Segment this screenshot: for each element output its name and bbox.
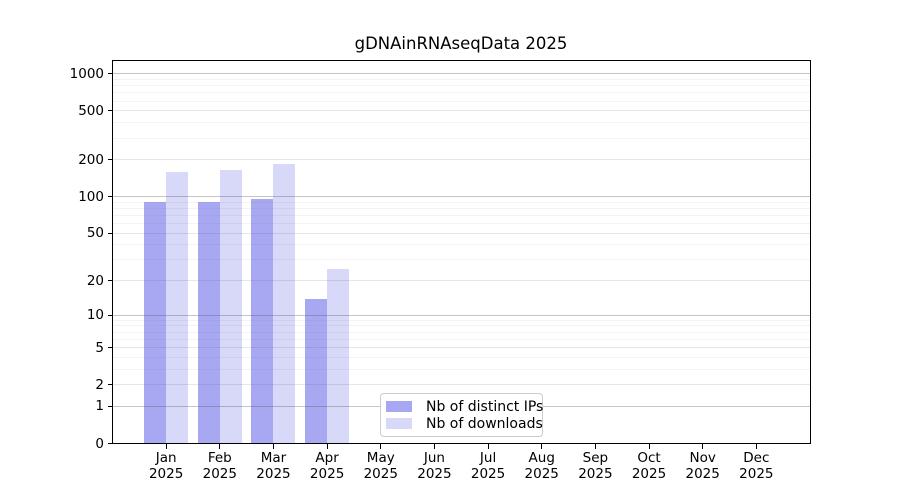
y-tick-label-100: 100 [78, 188, 104, 205]
x-tick-label-oct: Oct 2025 [614, 450, 684, 482]
x-tick-month: Mar [260, 450, 287, 466]
x-tickmark-may [380, 444, 382, 449]
x-tick-month: Dec [743, 450, 770, 466]
y-tick-label-10: 10 [86, 307, 104, 324]
x-tickmark-jul [487, 444, 489, 449]
x-tick-year: 2025 [148, 466, 184, 482]
x-tickmark-jun [433, 444, 435, 449]
x-tick-month: Apr [315, 450, 339, 466]
legend: Nb of distinct IPs Nb of downloads [380, 393, 543, 437]
x-tick-year: 2025 [524, 466, 559, 482]
x-tickmark-dec [755, 444, 757, 449]
y-tick-label-2: 2 [95, 376, 104, 393]
x-tick-month: Oct [637, 450, 661, 466]
x-tickmark-jan [165, 444, 167, 449]
x-tick-month: Jan [155, 450, 177, 466]
legend-label-distinct-ips: Nb of distinct IPs [426, 398, 544, 415]
x-tickmark-mar [272, 444, 274, 449]
legend-label-downloads: Nb of downloads [426, 415, 543, 432]
x-tick-month: Aug [528, 450, 555, 466]
x-tick-label-mar: Mar 2025 [238, 450, 308, 482]
x-tick-year: 2025 [739, 466, 774, 482]
x-tick-year: 2025 [363, 466, 398, 482]
x-tick-month: Feb [207, 450, 232, 466]
x-tick-year: 2025 [685, 466, 720, 482]
x-tick-year: 2025 [256, 466, 291, 482]
x-tick-label-jun: Jun 2025 [399, 450, 469, 482]
x-tick-label-feb: Feb 2025 [185, 450, 255, 482]
y-tick-label-20: 20 [86, 272, 104, 289]
x-tick-label-apr: Apr 2025 [292, 450, 362, 482]
legend-swatch-distinct-ips [386, 401, 412, 412]
x-tick-year: 2025 [202, 466, 237, 482]
x-tickmark-feb [219, 444, 221, 449]
x-tick-month: May [366, 450, 395, 466]
y-tick-label-5: 5 [95, 339, 104, 356]
x-tick-label-dec: Dec 2025 [721, 450, 791, 482]
legend-item-downloads: Nb of downloads [386, 415, 543, 432]
x-tick-label-jul: Jul 2025 [453, 450, 523, 482]
x-tickmark-apr [326, 444, 328, 449]
x-tick-label-may: May 2025 [346, 450, 416, 482]
x-tickmark-nov [702, 444, 704, 449]
x-tick-month: Nov [689, 450, 716, 466]
x-tickmark-aug [541, 444, 543, 449]
x-tick-year: 2025 [309, 466, 345, 482]
x-tick-year: 2025 [578, 466, 613, 482]
chart-title: gDNAinRNAseqData 2025 [354, 34, 568, 53]
y-tick-label-50: 50 [86, 225, 104, 242]
y-tick-label-200: 200 [78, 151, 104, 168]
x-tick-label-aug: Aug 2025 [507, 450, 577, 482]
y-tick-label-1000: 1000 [69, 65, 104, 82]
x-tickmark-sep [594, 444, 596, 449]
x-tick-year: 2025 [631, 466, 667, 482]
plot-frame [112, 59, 811, 444]
x-tick-label-nov: Nov 2025 [668, 450, 738, 482]
y-tick-label-1: 1 [95, 398, 104, 415]
x-tickmark-oct [648, 444, 650, 449]
x-tick-month: Jun [423, 450, 445, 466]
legend-item-distinct-ips: Nb of distinct IPs [386, 398, 543, 415]
x-tick-month: Jul [479, 450, 497, 466]
x-tick-month: Sep [582, 450, 609, 466]
x-tick-label-sep: Sep 2025 [560, 450, 630, 482]
x-tick-label-jan: Jan 2025 [131, 450, 201, 482]
x-tick-year: 2025 [470, 466, 506, 482]
legend-swatch-downloads [386, 418, 412, 429]
y-tick-label-0: 0 [95, 435, 104, 452]
x-tick-year: 2025 [417, 466, 452, 482]
y-tick-label-500: 500 [78, 102, 104, 119]
